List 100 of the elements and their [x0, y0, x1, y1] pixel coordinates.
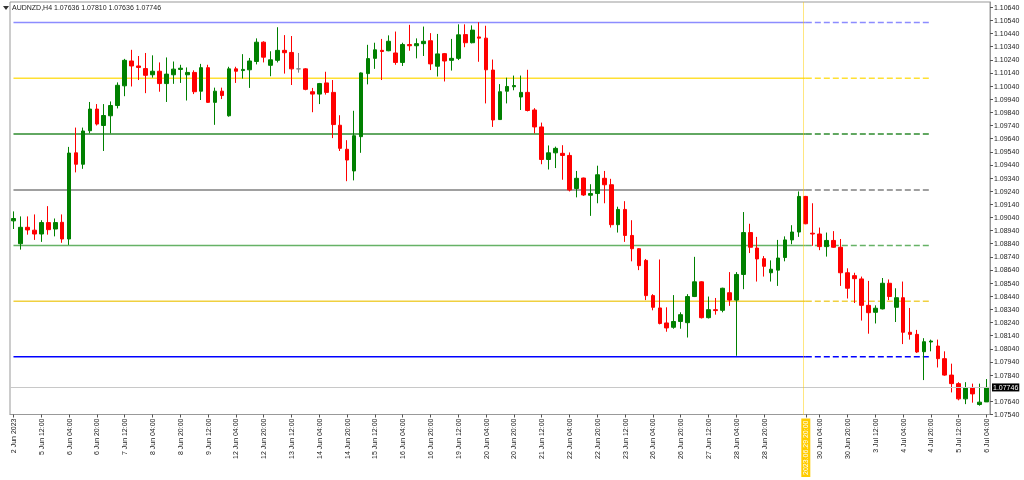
candlestick: [108, 100, 113, 134]
candlestick: [901, 281, 905, 345]
candlestick: [817, 227, 822, 251]
candlestick: [678, 311, 683, 330]
candlestick: [352, 110, 356, 181]
candlestick: [595, 165, 600, 204]
candlestick: [400, 42, 405, 67]
candlestick: [664, 306, 669, 333]
candlestick: [748, 223, 753, 254]
candlestick: [713, 297, 718, 316]
candlestick: [435, 33, 440, 77]
candlestick: [644, 258, 648, 301]
candlestick: [873, 304, 878, 324]
candlestick: [915, 329, 919, 354]
candlestick: [185, 66, 190, 102]
candlestick: [150, 54, 155, 79]
candlestick: [936, 339, 940, 368]
candlestick: [386, 34, 391, 52]
candlestick: [484, 25, 488, 104]
candlestick: [282, 34, 287, 75]
candlestick: [338, 114, 342, 152]
candlestick: [101, 103, 106, 152]
candlestick: [720, 287, 725, 313]
candlestick: [838, 238, 843, 287]
candlestick: [942, 350, 947, 377]
candlestick: [303, 67, 308, 91]
candlestick: [414, 37, 419, 59]
candlestick: [491, 59, 495, 128]
candlestick: [977, 383, 982, 407]
candlestick: [859, 276, 864, 322]
candlestick: [275, 26, 280, 63]
candlestick: [192, 69, 197, 95]
candlestick: [428, 32, 433, 71]
candlestick: [449, 38, 454, 72]
candlestick: [393, 31, 398, 66]
candlestick: [505, 77, 509, 104]
candlestick: [845, 267, 850, 299]
candlestick: [852, 272, 857, 304]
candlestick: [115, 81, 120, 109]
candlestick: [67, 146, 71, 246]
candlestick: [129, 49, 134, 87]
candlestick: [143, 52, 148, 94]
candlestick: [553, 146, 558, 169]
candlestick: [373, 42, 377, 70]
candlestick: [164, 56, 169, 103]
candlestick: [790, 224, 794, 245]
candlestick: [609, 178, 614, 229]
candlestick: [171, 61, 176, 85]
candlestick: [581, 177, 586, 197]
candlestick: [623, 200, 627, 243]
candlestick: [727, 271, 732, 307]
candlestick: [136, 55, 141, 81]
candlestick: [949, 363, 954, 393]
candlestick: [970, 383, 975, 404]
candlestick: [60, 213, 64, 244]
candlestick: [345, 139, 349, 182]
candlestick: [331, 79, 336, 139]
candlestick: [567, 151, 572, 192]
candlestick: [25, 215, 30, 236]
candlestick: [310, 87, 315, 113]
candlestick: [810, 202, 815, 247]
candlestick: [463, 23, 468, 48]
candlestick: [831, 230, 836, 249]
candlestick: [908, 307, 912, 341]
candlestick: [456, 23, 461, 61]
candlestick: [525, 69, 530, 112]
candlestick: [247, 57, 252, 89]
candlestick: [741, 211, 746, 290]
candlestick: [254, 37, 259, 65]
candlestick: [366, 44, 370, 85]
candlestick: [157, 61, 162, 93]
candlestick: [755, 236, 759, 283]
candlestick: [220, 87, 224, 100]
candlestick: [630, 219, 634, 262]
candlestick: [692, 256, 697, 298]
candlestick: [588, 183, 593, 217]
candlestick: [122, 58, 127, 97]
candlestick: [539, 122, 544, 165]
candlestick: [963, 381, 968, 405]
candlestick: [268, 50, 273, 77]
candlestick: [574, 170, 579, 198]
candlestick: [887, 278, 892, 301]
candlestick: [317, 82, 322, 105]
candlestick: [762, 255, 766, 278]
candlestick: [46, 205, 51, 236]
candlestick: [776, 239, 780, 287]
candlestick: [734, 271, 739, 357]
candlestick: [477, 21, 481, 63]
candlestick: [470, 24, 475, 44]
candlestick: [74, 127, 78, 173]
candlestick: [407, 24, 412, 52]
candlestick: [671, 294, 676, 330]
candlestick: [922, 337, 926, 381]
candlestick: [699, 280, 704, 319]
candlestick: [178, 64, 183, 84]
candlestick: [227, 66, 231, 118]
candlestick: [442, 52, 447, 82]
candlestick: [88, 101, 92, 134]
candlestick: [32, 213, 37, 241]
candlestick: [824, 232, 829, 258]
